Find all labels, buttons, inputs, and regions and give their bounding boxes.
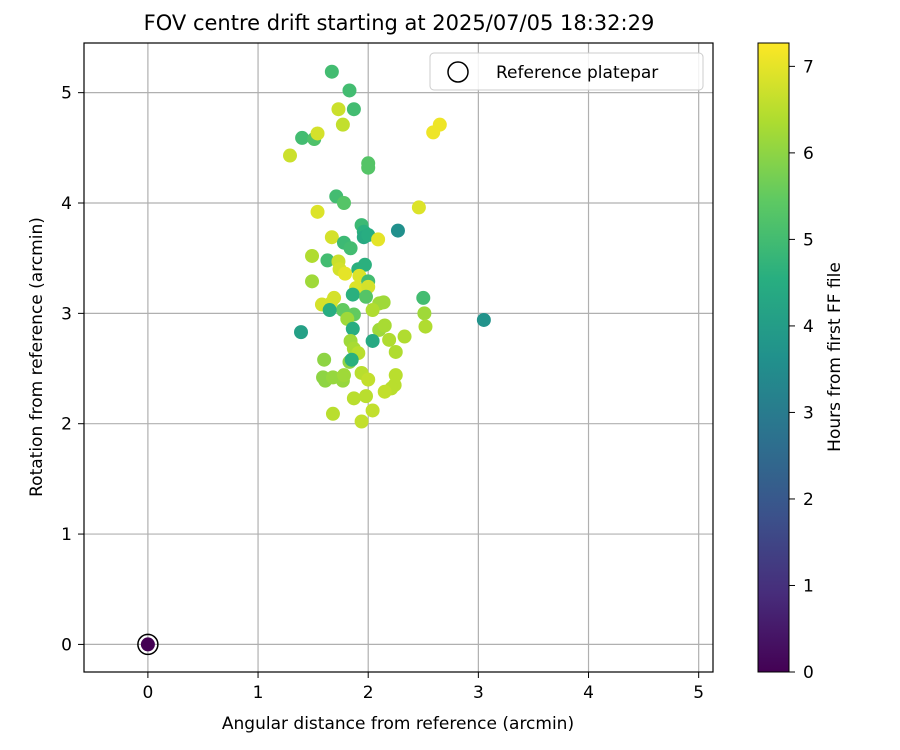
y-tick-label: 1: [61, 525, 72, 545]
colorbar-ticks: 0 1 2 3 4 5 6 7: [789, 57, 814, 683]
data-point: [416, 290, 431, 305]
x-tick-label: 1: [253, 683, 264, 703]
data-point: [320, 253, 335, 268]
data-point: [417, 306, 432, 321]
x-tick-label: 0: [142, 683, 153, 703]
colorbar-tick-label: 2: [803, 490, 814, 510]
data-point: [310, 204, 325, 219]
data-point: [346, 391, 361, 406]
data-point: [282, 148, 297, 163]
colorbar-label: Hours from first FF file: [825, 262, 845, 452]
x-tick-label: 5: [693, 683, 704, 703]
y-axis-label: Rotation from reference (arcmin): [27, 217, 47, 497]
y-tick-label: 2: [61, 415, 72, 435]
x-tick-label: 2: [363, 683, 374, 703]
data-point: [371, 232, 386, 247]
data-point: [357, 257, 372, 272]
data-point: [376, 295, 391, 310]
y-tick-label: 3: [61, 304, 72, 324]
legend: Reference platepar: [429, 52, 704, 91]
x-axis-ticks: 0 1 2 3 4 5: [142, 672, 704, 703]
data-point: [418, 319, 433, 334]
data-point: [335, 117, 350, 132]
colorbar-tick-label: 5: [803, 230, 814, 250]
data-point: [377, 318, 392, 333]
data-point: [317, 352, 332, 367]
x-tick-label: 4: [583, 683, 594, 703]
data-point: [388, 344, 403, 359]
y-tick-label: 4: [61, 194, 72, 214]
colorbar-tick-label: 3: [803, 403, 814, 423]
x-tick-label: 3: [473, 683, 484, 703]
colorbar-gradient: [757, 42, 790, 673]
data-point: [390, 223, 405, 238]
data-point: [365, 333, 380, 348]
data-point: [365, 403, 380, 418]
data-point: [140, 637, 155, 652]
y-tick-label: 0: [61, 635, 72, 655]
data-point: [324, 64, 339, 79]
data-point: [343, 241, 358, 256]
data-point: [345, 287, 360, 302]
y-tick-label: 5: [61, 84, 72, 104]
chart-title: FOV centre drift starting at 2025/07/05 …: [144, 11, 655, 35]
data-points: [137, 64, 491, 656]
data-point: [342, 83, 357, 98]
colorbar-tick-label: 6: [803, 144, 814, 164]
data-point: [359, 289, 374, 304]
data-point: [344, 352, 359, 367]
data-point: [382, 332, 397, 347]
colorbar-tick-label: 1: [803, 576, 814, 596]
data-point: [336, 368, 351, 383]
y-axis-ticks: 0 1 2 3 4 5: [61, 84, 84, 655]
data-point: [305, 248, 320, 263]
data-point: [305, 274, 320, 289]
data-point: [322, 303, 337, 318]
data-point: [294, 325, 309, 340]
data-point: [426, 125, 441, 140]
colorbar-tick-label: 4: [803, 317, 814, 337]
data-point: [295, 130, 310, 145]
data-point: [331, 102, 346, 117]
colorbar-tick-label: 0: [803, 663, 814, 683]
data-point: [365, 303, 380, 318]
data-point: [338, 266, 353, 281]
data-point: [336, 196, 351, 211]
data-point: [476, 312, 491, 327]
data-point: [361, 160, 376, 175]
colorbar: 0 1 2 3 4 5 6 7 Hours from first FF file: [757, 42, 845, 683]
data-point: [345, 321, 360, 336]
grid-lines: [84, 43, 713, 672]
legend-box: [429, 52, 704, 91]
data-point: [377, 384, 392, 399]
data-point: [361, 372, 376, 387]
reference-marker: [137, 633, 159, 656]
plot-frame: [83, 42, 714, 673]
data-point: [310, 126, 325, 141]
colorbar-tick-label: 7: [803, 57, 814, 77]
data-point: [325, 406, 340, 421]
data-point: [324, 230, 339, 245]
data-point: [354, 414, 369, 429]
legend-marker: [447, 61, 469, 83]
x-axis-label: Angular distance from reference (arcmin): [222, 714, 574, 734]
data-point: [359, 389, 374, 404]
data-point: [346, 102, 361, 117]
legend-label: Reference platepar: [496, 63, 658, 83]
data-point: [397, 329, 412, 344]
data-point: [411, 200, 426, 215]
